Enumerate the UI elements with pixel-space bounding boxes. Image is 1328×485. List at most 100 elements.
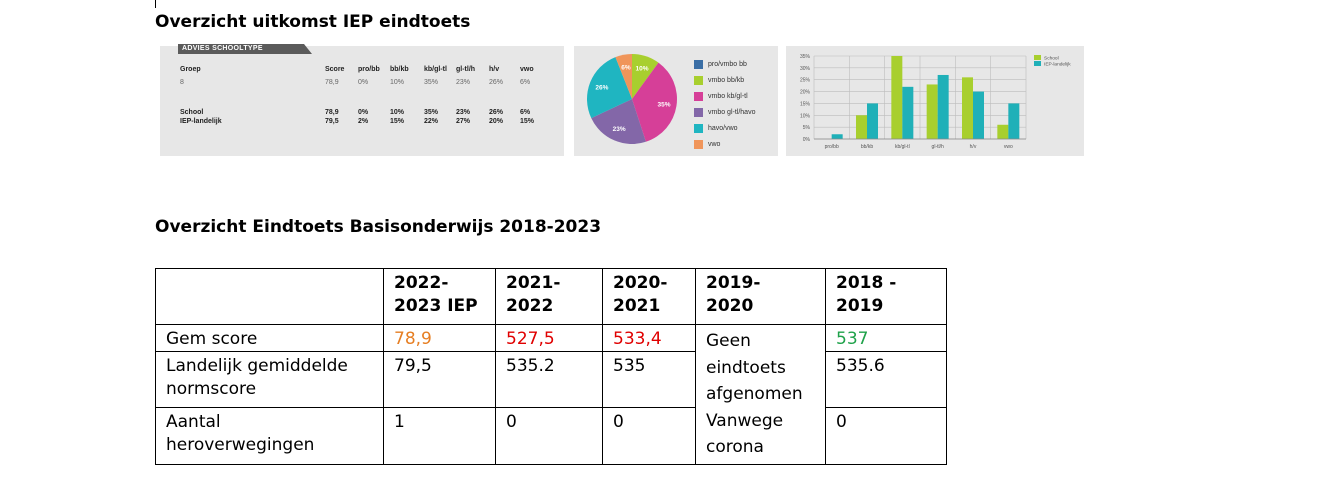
advies-landelijk-row-cell: 20%	[489, 118, 504, 125]
pie-chart: 10% 35% 23% 26% 6%	[587, 54, 677, 144]
advies-school-row-cell: 78,9	[325, 109, 339, 116]
bar-landelijk	[902, 86, 914, 139]
header-2021-2022: 2021- 2022	[495, 268, 603, 325]
header-2020-2021: 2020- 2021	[602, 268, 696, 325]
header-2022-2023: 2022- 2023 IEP	[383, 268, 496, 325]
advies-panel: ADVIES SCHOOLTYPE Groep 8 School IEP-lan…	[160, 44, 564, 156]
heroverwegingen-2020-2021: 0	[602, 407, 696, 465]
y-tick-label: 35%	[800, 54, 811, 60]
header-2018-2019: 2018 -2019	[825, 268, 947, 325]
eindtoets-table: 2022- 2023 IEP 2021- 2022 2020- 2021 2019- 2…	[155, 268, 947, 465]
heroverwegingen-2022-2023: 1	[383, 407, 496, 465]
bar-legend-swatch	[1034, 55, 1041, 60]
bar-landelijk	[973, 91, 984, 139]
pie-slice	[615, 54, 632, 99]
bar-landelijk	[937, 74, 949, 139]
table-header-row: 2022- 2023 IEP 2021- 2022 2020- 2021 2019- 2…	[155, 268, 947, 325]
advies-header: ADVIES SCHOOLTYPE	[178, 44, 312, 54]
legend-swatch	[694, 92, 703, 101]
advies-advies-row-cell: 6%	[520, 79, 531, 86]
bar-chart: 0% 5% 10% 15% 20% 25% 30% 35% pro/bb bb/kb kb/gl-t…	[800, 54, 1071, 150]
advies-columns-cell: pro/bb	[358, 66, 380, 73]
bar-legend-swatch	[1034, 61, 1041, 66]
bar-legend-label: School	[1044, 56, 1059, 62]
advies-landelijk-row-cell: 2%	[358, 118, 369, 125]
x-tick-label: bb/kb	[861, 144, 873, 150]
header-2019-2020: 2019- 2020	[695, 268, 826, 325]
landelijk-2021-2022: 535.2	[495, 351, 603, 409]
table-row-heroverwegingen: Aantal heroverwegingen 1 0 0 0	[155, 407, 947, 465]
advies-school-row-cell: 26%	[489, 109, 504, 116]
pie-slice	[632, 62, 677, 142]
gem-score-2022-2023: 78,9	[383, 323, 496, 353]
advies-columns-cell: h/v	[489, 66, 500, 73]
landelijk-label: Landelijk gemiddelde normscore	[155, 351, 384, 409]
legend-swatch	[694, 124, 703, 133]
x-tick-label: pro/bb	[825, 144, 839, 150]
advies-advies-row-cell: 78,9	[325, 79, 339, 86]
pie-slice-label: 6%	[621, 65, 631, 72]
heroverwegingen-label: Aantal heroverwegingen	[155, 407, 384, 465]
bar-school	[891, 56, 903, 139]
heroverwegingen-2021-2022: 0	[495, 407, 603, 465]
advies-school-row-cell: 6%	[520, 109, 531, 116]
x-tick-label: vwo	[1004, 144, 1013, 150]
legend-label: vmbo gl-tl/havo	[708, 109, 756, 116]
legend-swatch	[694, 140, 703, 149]
groep-value: 8	[180, 79, 184, 86]
advies-advies-row-cell: 26%	[489, 79, 504, 86]
pie-slice-label: 23%	[613, 126, 626, 133]
overzicht-title: Overzicht Eindtoets Basisonderwijs 2018-…	[155, 217, 602, 237]
note-2019-2020: Geen eindtoets afgenomen Vanwege corona	[695, 324, 826, 465]
pie-slice-label: 35%	[657, 102, 670, 109]
legend-label: vmbo kb/gl-tl	[708, 93, 748, 100]
bar-landelijk	[831, 134, 843, 139]
bar-panel: 0% 5% 10% 15% 20% 25% 30% 35% pro/bb bb/kb kb/gl-t…	[786, 46, 1084, 156]
x-tick-label: h/v	[970, 144, 977, 150]
gem-score-2018-2019: 537	[825, 323, 947, 353]
landelijk-2022-2023: 79,5	[383, 351, 496, 409]
header-empty	[155, 268, 384, 325]
legend-swatch	[694, 76, 703, 85]
advies-school-row-cell: 35%	[424, 109, 439, 116]
y-tick-label: 25%	[800, 78, 811, 84]
advies-landelijk-row-cell: 79,5	[325, 118, 339, 125]
y-tick-label: 15%	[800, 101, 811, 107]
advies-school-row-cell: 10%	[390, 109, 405, 116]
iep-title: Overzicht uitkomst IEP eindtoets	[155, 12, 471, 32]
advies-advies-row-cell: 0%	[358, 79, 369, 86]
school-label: School	[180, 109, 204, 116]
advies-advies-row-cell: 23%	[456, 79, 471, 86]
pie-panel: 10% 35% 23% 26% 6% pro/vmbo bb vmbo bb/kb vmbo…	[574, 46, 778, 156]
advies-advies-row-cell: 35%	[424, 79, 439, 86]
heroverwegingen-2018-2019: 0	[825, 407, 947, 465]
landelijk-2020-2021: 535	[602, 351, 696, 409]
advies-advies-row-cell: 10%	[390, 79, 405, 86]
advies-columns-cell: bb/kb	[390, 66, 409, 73]
pie-slice	[591, 99, 646, 144]
advies-landelijk-row-cell: 15%	[520, 118, 535, 125]
legend-label: havo/vwo	[708, 125, 738, 132]
advies-landelijk-row-cell: 27%	[456, 118, 471, 125]
y-tick-label: 10%	[800, 113, 811, 119]
legend-label: pro/vmbo bb	[708, 61, 747, 68]
table-row-landelijk: Landelijk gemiddelde normscore 79,5 535.2…	[155, 351, 947, 409]
pie-slice	[587, 57, 632, 119]
bar-school	[962, 77, 973, 139]
pie-slice-label: 26%	[595, 85, 608, 92]
y-tick-label: 20%	[800, 90, 811, 96]
advies-landelijk-row-cell: 22%	[424, 118, 439, 125]
advies-columns-cell: vwo	[520, 66, 534, 73]
bar-landelijk	[867, 103, 878, 139]
pie-slice-label: 10%	[636, 66, 649, 73]
bar-school	[856, 115, 867, 139]
x-tick-label: kb/gl-tl	[895, 144, 910, 150]
advies-landelijk-row-cell: 15%	[390, 118, 405, 125]
table-row-gem-score: Gem score 78,9 527,5 533,4 Geen eindtoet…	[155, 323, 947, 465]
advies-columns-cell: kb/gl-tl	[424, 66, 447, 73]
legend-label: vwo	[708, 141, 721, 148]
landelijk-2018-2019: 535.6	[825, 351, 947, 409]
x-tick-label: gl-tl/h	[932, 144, 944, 150]
legend-label: vmbo bb/kb	[708, 77, 745, 84]
groep-label: Groep	[180, 66, 201, 73]
